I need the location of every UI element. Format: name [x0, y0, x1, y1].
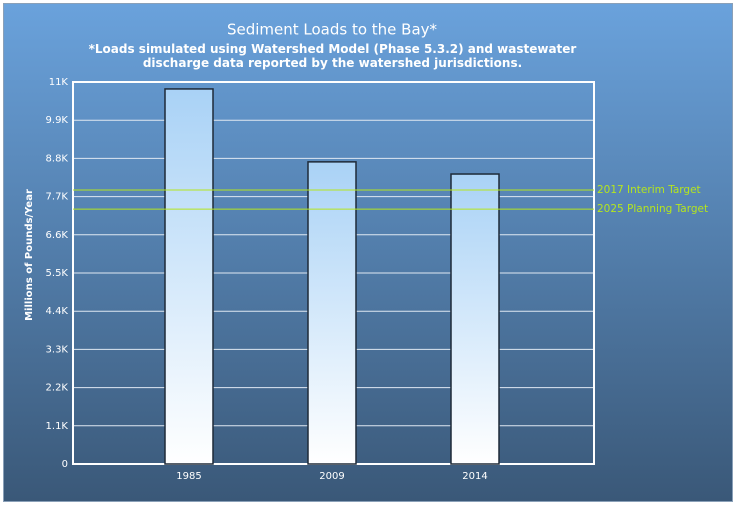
background — [3, 3, 733, 502]
y-tick-label: 2.2K — [46, 383, 69, 394]
bar — [164, 88, 214, 465]
reference-label: 2025 Planning Target — [597, 203, 708, 215]
x-tick-label: 2014 — [462, 471, 487, 482]
y-tick-label: 6.6K — [46, 230, 69, 241]
x-tick-label: 2009 — [319, 471, 344, 482]
y-tick-label: 0 — [62, 459, 68, 470]
bar — [307, 161, 357, 465]
chart-title: Sediment Loads to the Bay* — [227, 21, 438, 39]
y-tick-label: 9.9K — [46, 115, 69, 126]
subtitle-box: *Loads simulated using Watershed Model (… — [88, 42, 577, 70]
y-tick-label: 5.5K — [46, 268, 69, 279]
chart-subtitle: *Loads simulated using Watershed Model (… — [88, 42, 577, 70]
y-tick-label: 3.3K — [46, 344, 69, 355]
y-tick-label: 4.4K — [46, 306, 69, 317]
y-tick-label: 11K — [49, 77, 69, 88]
y-tick-label: 7.7K — [46, 192, 69, 203]
y-axis-label: Millions of Pounds/Year — [24, 189, 35, 321]
reference-label: 2017 Interim Target — [597, 184, 701, 196]
y-tick-label: 8.8K — [46, 153, 69, 164]
bar — [450, 173, 500, 465]
x-tick-label: 1985 — [176, 471, 201, 482]
y-tick-label: 1.1K — [46, 421, 69, 432]
